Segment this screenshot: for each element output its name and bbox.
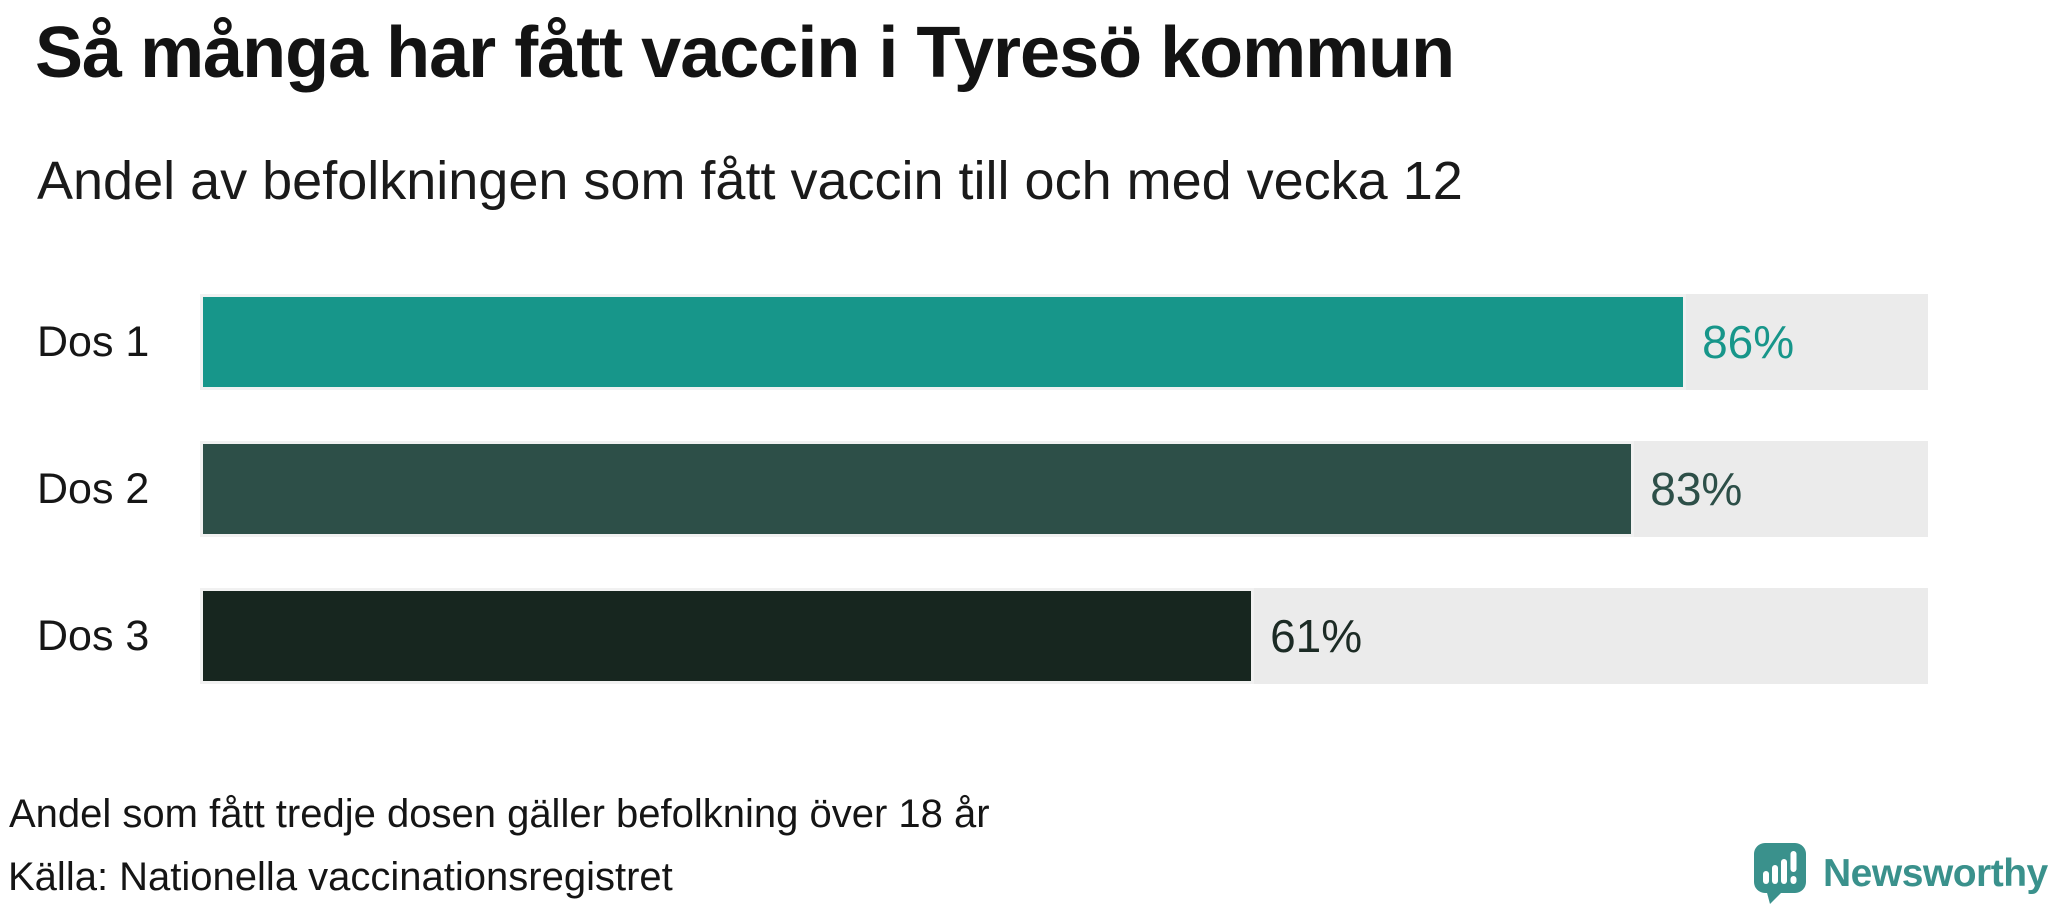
bar-row-dos-3: Dos 3 61%	[0, 588, 1928, 684]
bar-chart: Dos 1 86% Dos 2 83% Dos 3 61%	[0, 294, 1928, 684]
bar-track: 61%	[200, 588, 1928, 684]
bar-fill	[200, 294, 1687, 390]
chart-title: Så många har fått vaccin i Tyresö kommun	[35, 13, 1455, 93]
category-label: Dos 3	[37, 611, 150, 660]
category-label: Dos 2	[37, 464, 150, 513]
chart-subtitle: Andel av befolkningen som fått vaccin ti…	[37, 151, 1463, 211]
newsworthy-wordmark: Newsworthy	[1823, 851, 2048, 895]
bar-track: 86%	[200, 294, 1928, 390]
newsworthy-logo: Newsworthy	[1754, 843, 2048, 904]
value-label: 86%	[1702, 316, 1795, 368]
value-label: 61%	[1270, 610, 1363, 662]
bar-fill	[200, 588, 1255, 684]
category-label: Dos 1	[37, 317, 150, 366]
chart-source: Källa: Nationella vaccinationsregistret	[8, 855, 673, 899]
bar-row-dos-1: Dos 1 86%	[0, 294, 1928, 390]
bar-row-dos-2: Dos 2 83%	[0, 441, 1928, 537]
value-label: 83%	[1650, 463, 1743, 515]
bar-track: 83%	[200, 441, 1928, 537]
chart-note: Andel som fått tredje dosen gäller befol…	[9, 792, 990, 836]
newsworthy-bubble-icon	[1754, 843, 1807, 904]
bar-fill	[200, 441, 1635, 537]
